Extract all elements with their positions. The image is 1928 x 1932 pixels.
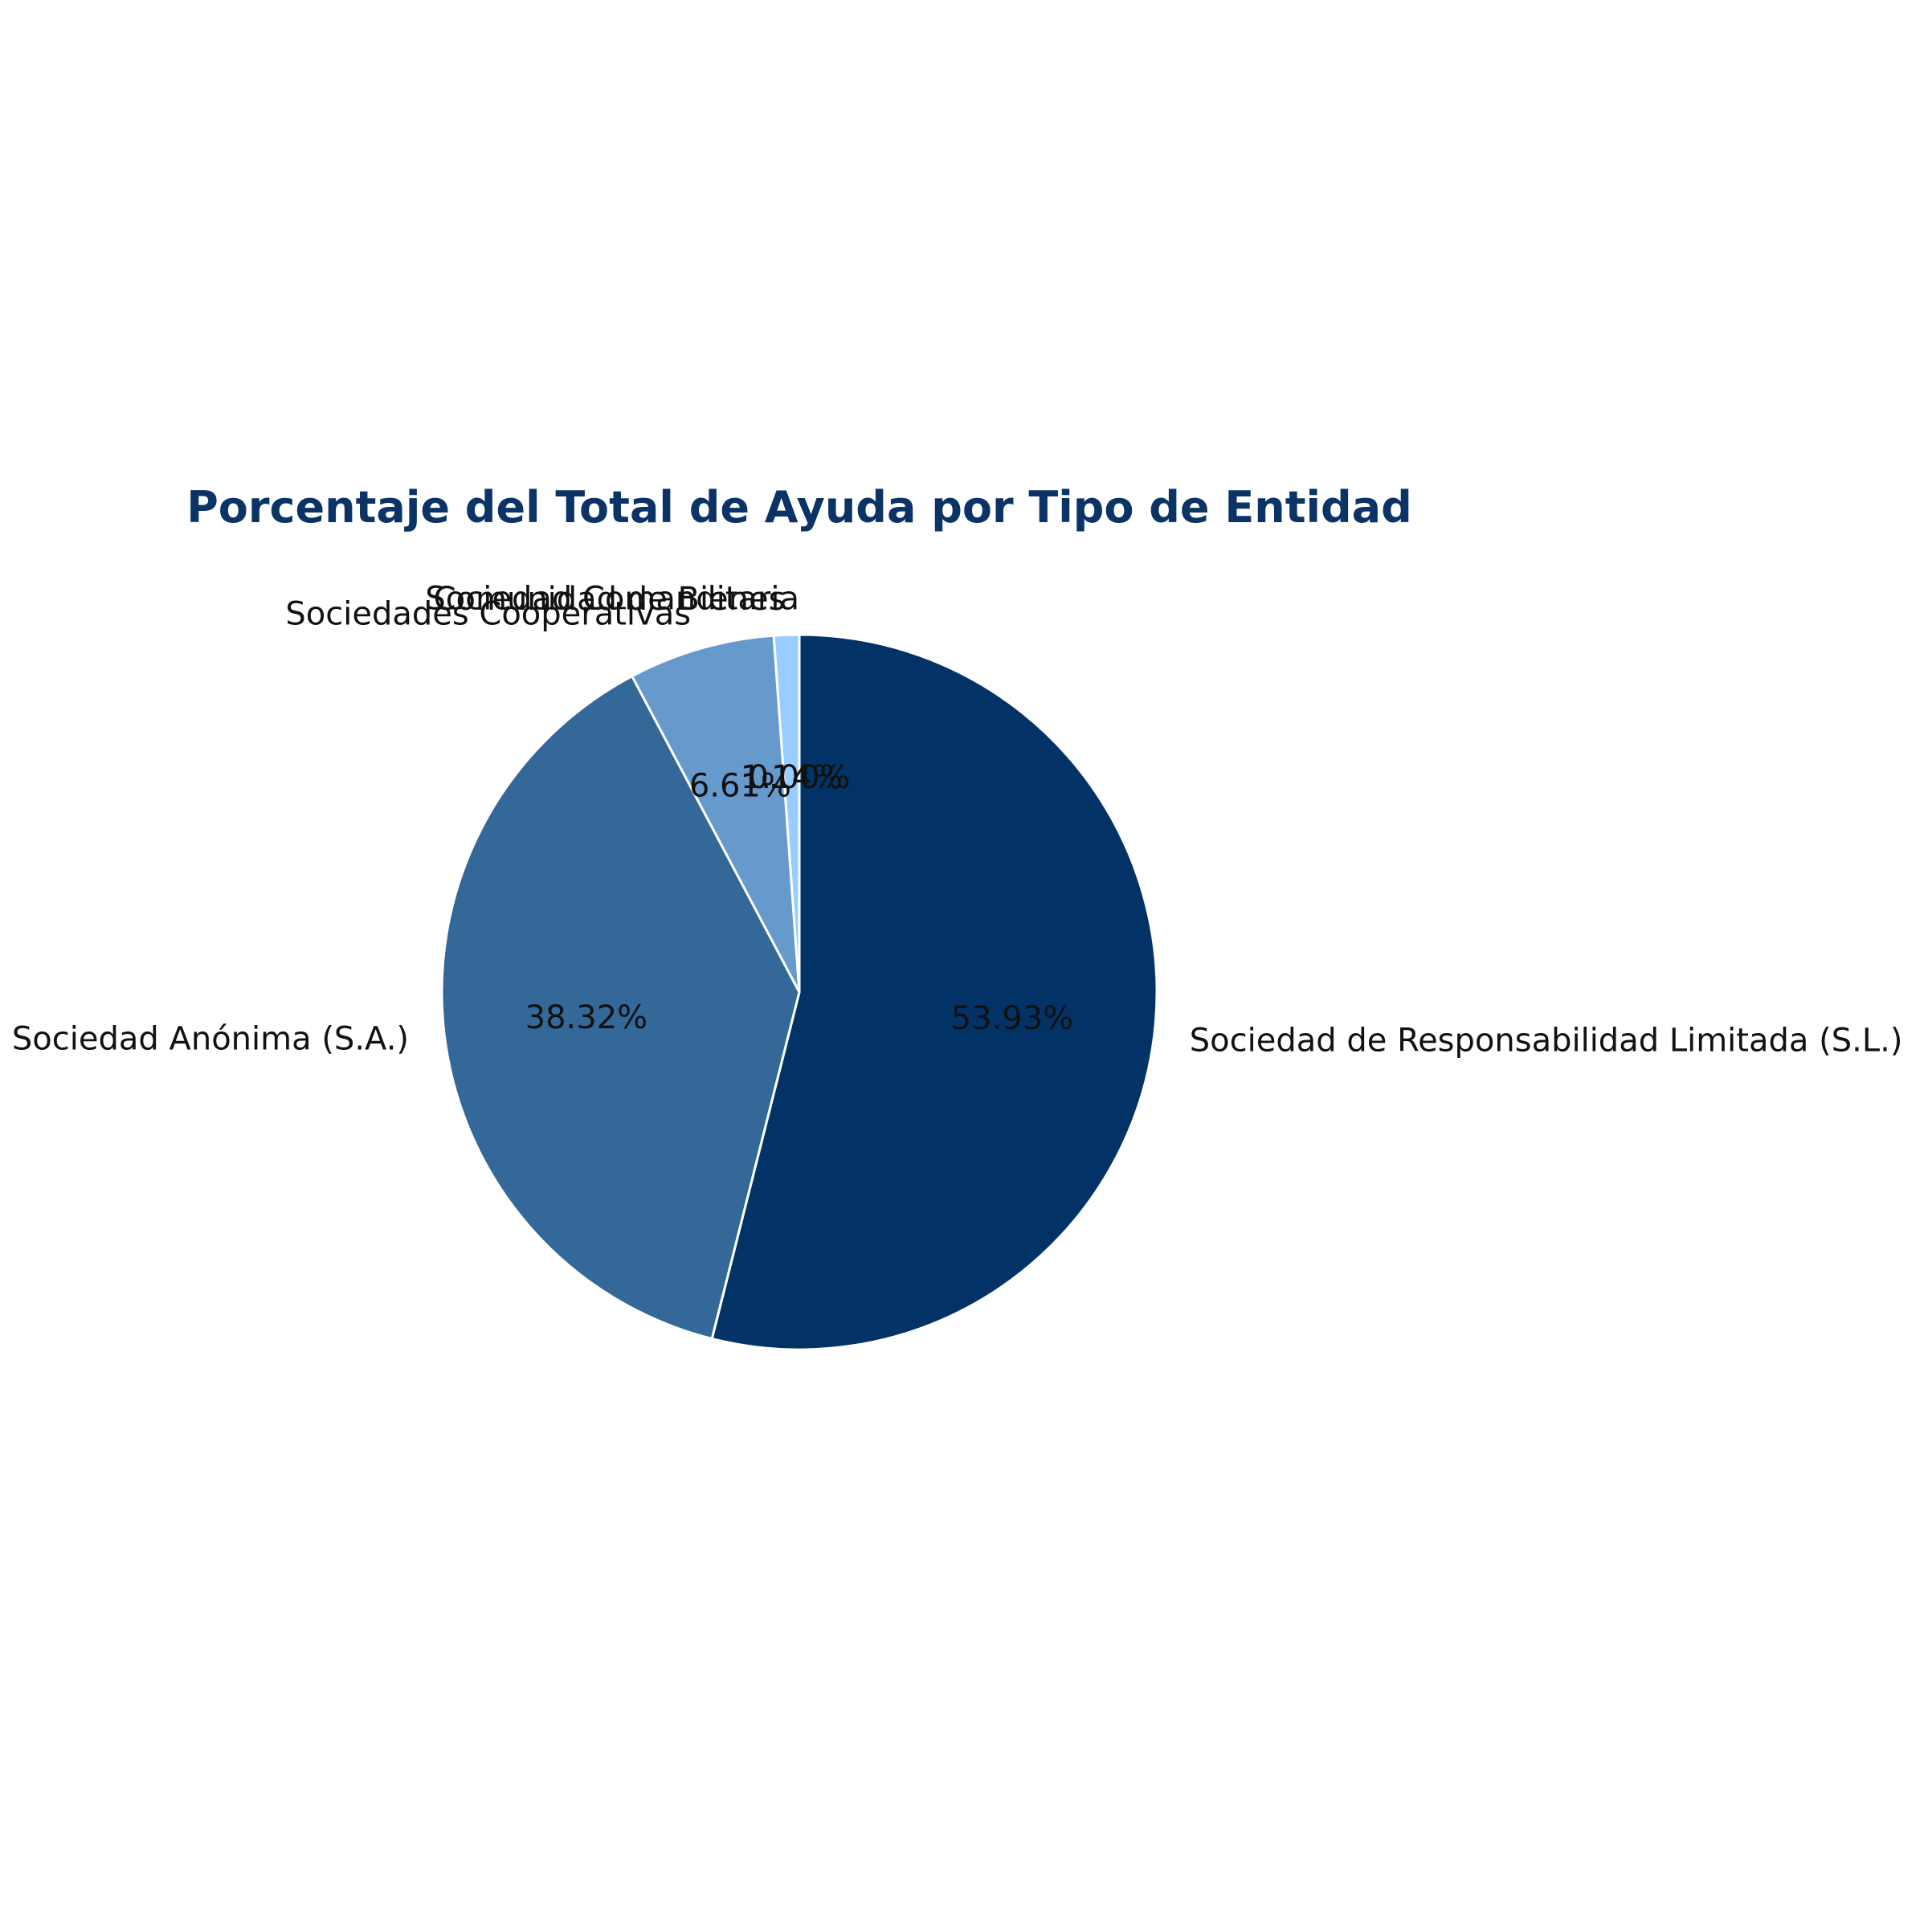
slice-label-sociedad-comanditaria: Sociedad Comanditaria	[425, 581, 799, 618]
pie-slice-sociedad-de-responsabilidad-limitada-s-l	[710, 633, 1158, 1351]
pie-slices	[440, 633, 1158, 1351]
chart-title: Porcentaje del Total de Ayuda por Tipo d…	[186, 482, 1412, 533]
slice-label-sociedad-anonima-s-a: Sociedad Anónima (S.A.)	[12, 1021, 409, 1058]
pct-label-sociedad-anonima-s-a: 38.32%	[525, 999, 648, 1036]
pie-slice-sociedad-anonima-s-a	[440, 675, 801, 1340]
pct-label-sociedad-de-responsabilidad-limitada-s-l: 53.93%	[951, 1000, 1074, 1037]
pct-label-sociedad-comanditaria: 0.00%	[748, 759, 850, 796]
pct-label-comunidad-de-bienes: 1.14%	[741, 759, 843, 796]
percentage-labels: 53.93% 38.32% 6.61%1.14%0.00%	[525, 759, 1074, 1037]
pie-slice-sociedades-cooperativas	[631, 634, 801, 994]
slice-label-sociedad-de-responsabilidad-limitada-s-l: Sociedad de Responsabilidad Limitada (S.…	[1190, 1022, 1903, 1059]
slice-labels: Sociedad de Responsabilidad Limitada (S.…	[12, 581, 1903, 1060]
pct-label-sociedades-cooperativas: 6.61%	[689, 767, 791, 804]
slice-label-comunidad-de-bienes: Comunidad de Bienes	[434, 581, 786, 618]
slice-label-sociedades-cooperativas: Sociedades Cooperativas	[285, 595, 691, 632]
pie-slice-comunidad-de-bienes	[772, 633, 801, 994]
